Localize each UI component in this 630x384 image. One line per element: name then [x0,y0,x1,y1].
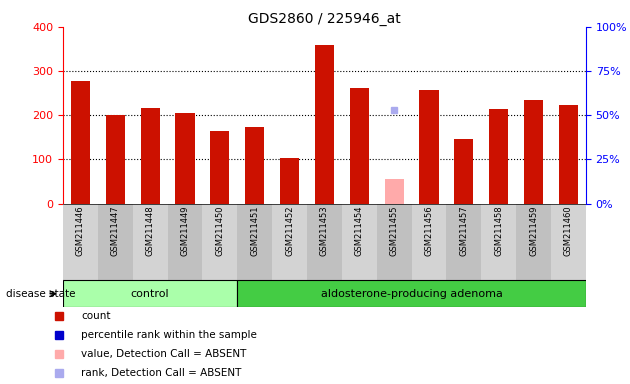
Text: GSM211456: GSM211456 [425,205,433,256]
Bar [524,100,543,204]
Text: GSM211460: GSM211460 [564,205,573,256]
Bar [447,204,481,280]
Bar [245,127,265,204]
Text: percentile rank within the sample: percentile rank within the sample [81,330,257,340]
Bar [175,113,195,204]
Text: rank, Detection Call = ABSENT: rank, Detection Call = ABSENT [81,368,242,378]
Text: control: control [131,289,169,299]
Bar [315,45,334,204]
Text: GSM211446: GSM211446 [76,205,85,256]
Bar [133,204,168,280]
Text: value, Detection Call = ABSENT: value, Detection Call = ABSENT [81,349,247,359]
Bar [342,204,377,280]
Text: GSM211458: GSM211458 [495,205,503,256]
Bar [551,204,586,280]
Text: aldosterone-producing adenoma: aldosterone-producing adenoma [321,289,503,299]
Bar [238,204,272,280]
Bar [489,109,508,204]
Bar [63,204,98,280]
Bar [238,280,586,307]
Bar [411,204,447,280]
Bar [140,108,160,204]
Bar [210,131,229,204]
Bar [280,159,299,204]
Bar [168,204,202,280]
Text: GSM211448: GSM211448 [146,205,154,256]
Bar [350,88,369,204]
Text: GSM211459: GSM211459 [529,205,538,256]
Text: GSM211452: GSM211452 [285,205,294,256]
Bar [202,204,238,280]
Bar [384,179,404,204]
Bar [559,105,578,204]
Text: disease state: disease state [6,289,76,299]
Title: GDS2860 / 225946_at: GDS2860 / 225946_at [248,12,401,26]
Text: GSM211453: GSM211453 [320,205,329,256]
Bar [481,204,516,280]
Bar [377,204,411,280]
Text: GSM211457: GSM211457 [459,205,468,256]
Bar [454,139,474,204]
Text: GSM211455: GSM211455 [390,205,399,256]
Text: GSM211447: GSM211447 [111,205,120,256]
Text: GSM211451: GSM211451 [250,205,259,256]
Bar [106,115,125,204]
Bar [272,204,307,280]
Bar [98,204,133,280]
Bar [420,90,438,204]
Bar [63,280,238,307]
Bar [516,204,551,280]
Text: GSM211450: GSM211450 [215,205,224,256]
Text: GSM211449: GSM211449 [181,205,190,256]
Text: count: count [81,311,111,321]
Text: GSM211454: GSM211454 [355,205,364,256]
Bar [307,204,342,280]
Bar [71,81,90,204]
